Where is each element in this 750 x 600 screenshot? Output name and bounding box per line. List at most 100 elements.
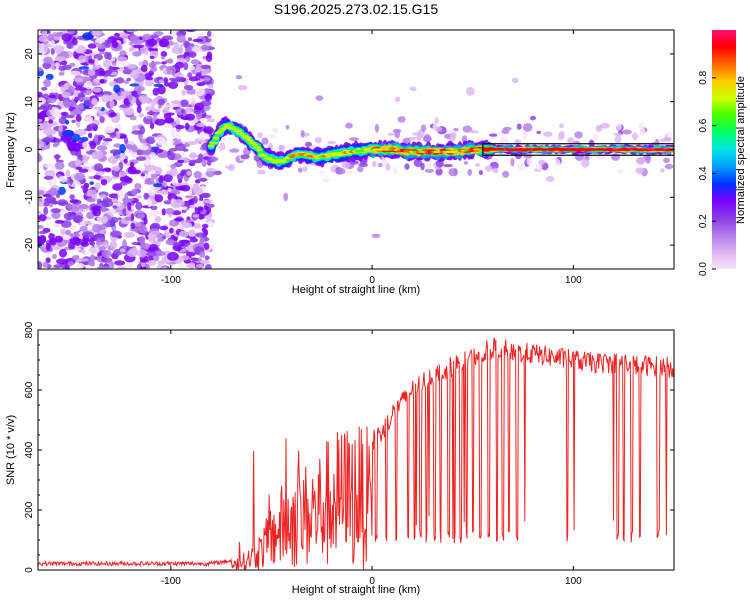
spectrogram-noise-blob	[57, 186, 66, 196]
spectrogram-noise-blob	[124, 216, 131, 221]
snr-x-tick-label: 0	[369, 576, 375, 587]
spectrogram-noise-blob	[149, 55, 155, 60]
spectrogram-noise-blob	[125, 112, 135, 116]
spectrogram-noise-blob	[167, 187, 172, 192]
spectrogram-background-blob	[453, 168, 458, 177]
spectrogram-noise-blob	[152, 113, 158, 118]
spectrogram-background-blob	[218, 142, 226, 151]
spectrogram-noise-blob	[145, 136, 156, 145]
spectrogram-background-blob	[409, 86, 417, 92]
spectrogram-noise-blob	[58, 124, 63, 132]
spectrogram-noise-blob	[205, 170, 215, 178]
spectrogram-noise-blob	[132, 125, 139, 130]
spectrogram-noise-blob	[57, 199, 68, 207]
spectrogram-background-blob	[422, 135, 432, 143]
spectrogram-noise-blob	[195, 139, 207, 143]
colorbar-gradient	[712, 30, 736, 269]
snr-y-axis-label: SNR (10 * v/v)	[5, 415, 17, 485]
spectrogram-x-tick-label: -100	[161, 275, 181, 286]
spectrogram-noise-blob	[165, 239, 175, 245]
spectrogram-noise-blob	[43, 202, 50, 207]
spectrogram-background-blob	[426, 162, 432, 170]
spectrogram-noise-blob	[38, 214, 47, 222]
spectrogram-noise-blob	[144, 72, 153, 79]
spectrogram-noise-blob	[169, 227, 174, 234]
spectrogram-noise-blob	[207, 203, 215, 208]
spectrogram-noise-blob	[79, 97, 91, 101]
spectrogram-ridge-blob	[245, 139, 254, 142]
spectrogram-ridge-blob	[231, 128, 240, 131]
spectrogram-noise-blob	[53, 108, 60, 117]
spectrogram-noise-blob	[165, 208, 175, 215]
colorbar-tick-label: 0.8	[698, 70, 709, 84]
spectrogram-background-blob	[300, 130, 305, 138]
spectrogram-noise-blob	[129, 70, 140, 79]
spectrogram-noise-blob	[200, 192, 211, 199]
spectrogram-noise-blob	[41, 30, 48, 37]
spectrogram-noise-blob	[161, 208, 166, 216]
spectrogram-background-blob	[371, 160, 377, 168]
spectrogram-noise-blob	[118, 171, 127, 177]
spectrogram-noise-blob	[111, 40, 119, 49]
spectrogram-noise-blob	[68, 30, 76, 35]
spectrogram-noise-blob	[112, 205, 118, 209]
spectrogram-noise-blob	[75, 114, 82, 122]
spectrogram-ridge-blob	[260, 154, 268, 158]
spectrogram-noise-blob	[78, 104, 83, 111]
spectrogram-noise-blob	[82, 32, 94, 40]
spectrogram-noise-blob	[181, 206, 188, 211]
spectrogram-background-blob	[665, 132, 673, 138]
spectrogram-noise-blob	[148, 210, 160, 217]
spectrogram-noise-blob	[187, 72, 193, 78]
spectrogram-background-blob	[511, 77, 519, 84]
spectrogram-noise-blob	[38, 225, 44, 229]
spectrogram-background-blob	[345, 122, 353, 129]
spectrogram-noise-blob	[118, 135, 127, 139]
spectrogram-background-blob	[554, 159, 561, 167]
spectrogram-noise-blob	[75, 166, 83, 170]
spectrogram-noise-blob	[170, 100, 182, 104]
spectrogram-noise-blob	[178, 186, 184, 191]
spectrogram-background-blob	[461, 135, 468, 144]
spectrogram-noise-blob	[38, 261, 43, 269]
spectrogram-background-blob	[665, 136, 672, 142]
spectrogram-noise-blob	[82, 231, 94, 238]
spectrogram-noise-blob	[194, 102, 204, 111]
spectrogram-noise-blob	[206, 118, 216, 123]
spectrogram-noise-blob	[178, 239, 191, 244]
spectrogram-noise-blob	[76, 263, 85, 269]
spectrogram-background-blob	[206, 168, 217, 172]
spectrogram-noise-blob	[185, 56, 191, 62]
spectrogram-noise-blob	[94, 182, 101, 191]
spectrogram-noise-blob	[55, 154, 60, 161]
spectrogram-background-blob	[516, 162, 525, 171]
spectrogram-background-blob	[621, 129, 632, 135]
spectrogram-noise-blob	[95, 170, 105, 176]
spectrogram-noise-blob	[69, 199, 79, 204]
spectrogram-background-blob	[530, 115, 536, 121]
spectrogram-noise-blob	[83, 182, 90, 189]
spectrogram-noise-blob	[102, 59, 112, 68]
spectrogram-noise-blob	[144, 78, 154, 87]
spectrogram-noise-blob	[49, 88, 59, 94]
spectrogram-noise-blob	[179, 43, 185, 48]
spectrogram-background-blob	[420, 124, 427, 132]
spectrogram-noise-blob	[204, 93, 212, 102]
spectrogram-noise-blob	[71, 142, 82, 152]
spectrogram-noise-blob	[83, 116, 94, 123]
spectrogram-noise-blob	[46, 110, 51, 117]
spectrogram-noise-blob	[124, 263, 133, 269]
spectrogram-noise-blob	[162, 266, 168, 269]
spectrogram-noise-blob	[162, 106, 170, 115]
spectrogram-noise-blob	[74, 159, 82, 166]
spectrogram-noise-blob	[78, 55, 86, 63]
spectrogram-noise-blob	[75, 61, 80, 70]
spectrogram-noise-blob	[192, 195, 198, 204]
spectrogram-noise-blob	[49, 94, 56, 99]
spectrogram-noise-blob	[148, 61, 157, 69]
spectrogram-background-blob	[435, 159, 444, 168]
spectrogram-noise-blob	[138, 235, 146, 245]
spectrogram-background-blob	[595, 124, 603, 132]
spectrogram-background-blob	[227, 163, 235, 172]
spectrogram-noise-blob	[80, 249, 86, 254]
